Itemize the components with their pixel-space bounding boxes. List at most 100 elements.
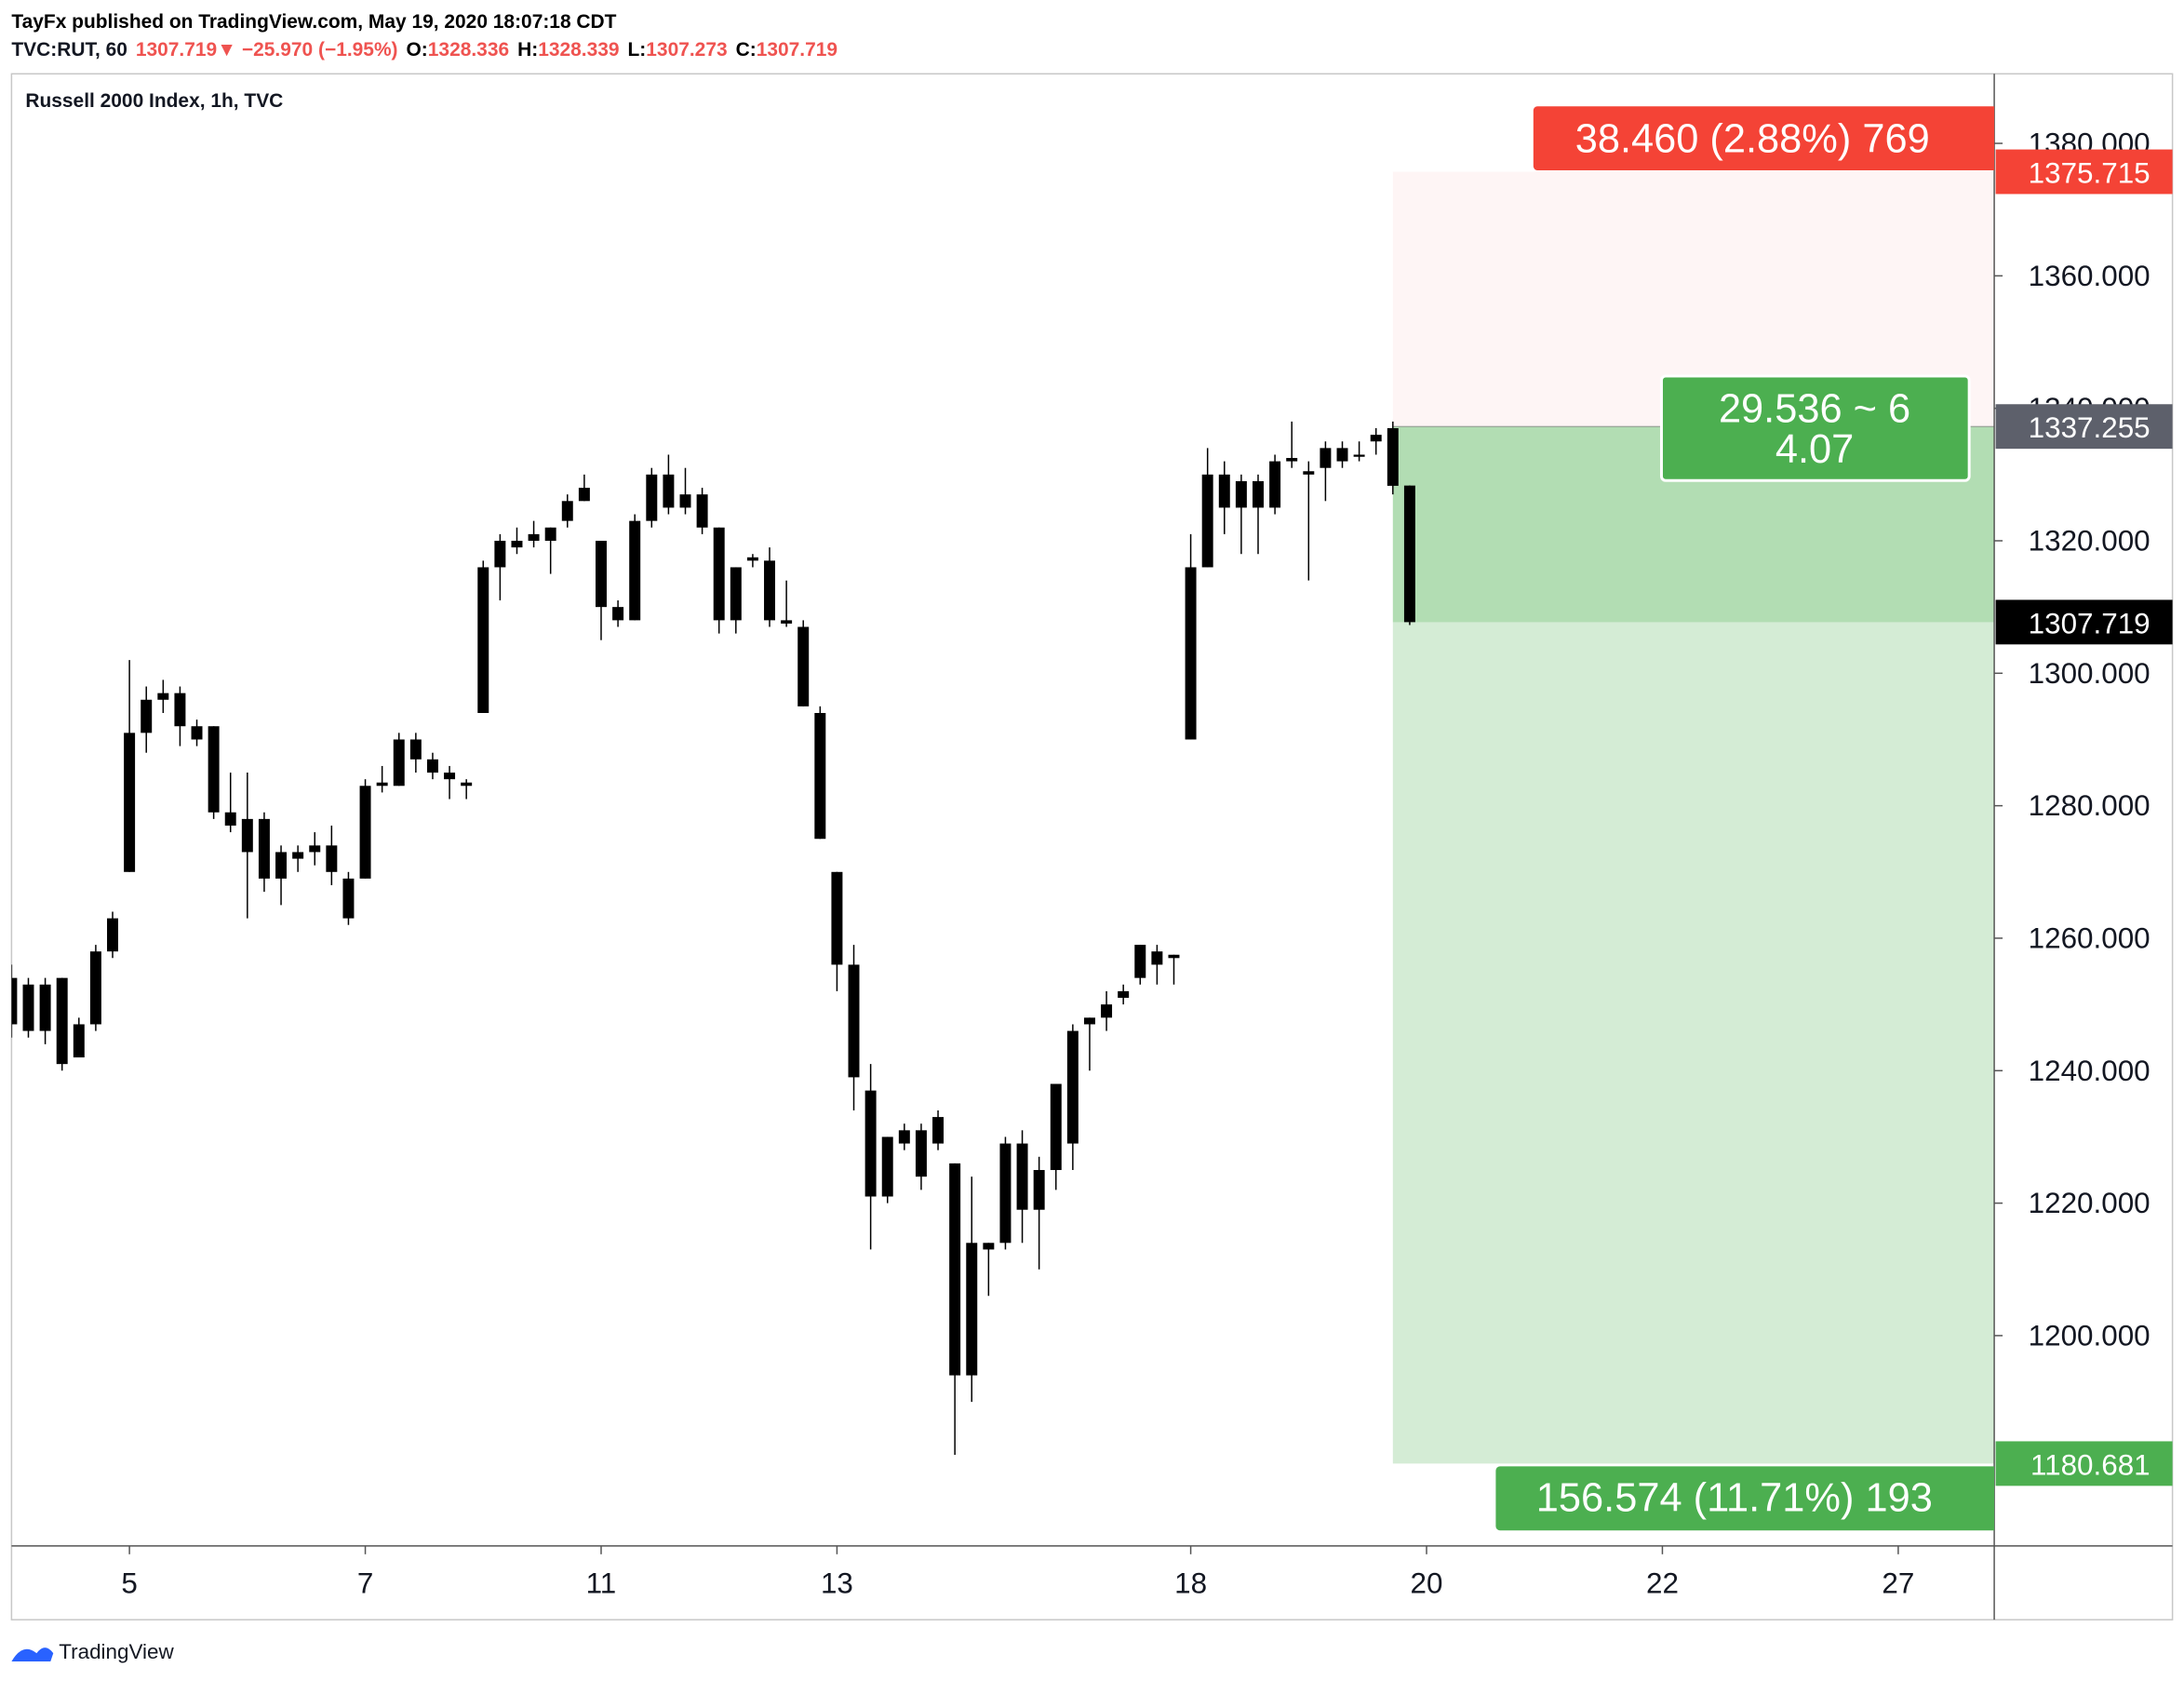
candle-body bbox=[781, 620, 793, 624]
candle-body bbox=[612, 607, 624, 621]
risk-label: 38.460 (2.88%) 769 bbox=[1575, 117, 1930, 162]
candle-body bbox=[494, 540, 506, 568]
candle-body bbox=[578, 488, 590, 502]
stop-price-tag-bg bbox=[1995, 149, 2173, 195]
candle-body bbox=[679, 494, 691, 508]
risk-box bbox=[1533, 106, 1995, 171]
candle-body bbox=[359, 786, 371, 879]
x-tick-label: 7 bbox=[357, 1567, 373, 1600]
candle-body bbox=[629, 520, 641, 621]
y-tick-label: 1360.000 bbox=[2029, 260, 2151, 292]
candle-body bbox=[696, 494, 708, 528]
candle-body bbox=[174, 693, 186, 727]
candle-body bbox=[141, 699, 153, 733]
y-tick-label: 1200.000 bbox=[2029, 1319, 2151, 1352]
y-tick-label: 1300.000 bbox=[2029, 657, 2151, 690]
candle-body bbox=[426, 759, 438, 773]
candle-body bbox=[814, 713, 826, 840]
candle-body bbox=[898, 1130, 910, 1144]
frame bbox=[10, 73, 2174, 1620]
candle-body bbox=[157, 693, 169, 700]
stop-price-tag: 1375.715 bbox=[2029, 156, 2151, 189]
candle-body bbox=[89, 951, 101, 1025]
ratio-label: 29.536 ~ 6 bbox=[1719, 386, 1910, 431]
candle-body bbox=[1050, 1083, 1062, 1171]
candle-body bbox=[444, 773, 456, 780]
candle-body bbox=[561, 501, 573, 521]
candle-body bbox=[713, 527, 725, 621]
candle-body bbox=[309, 845, 321, 853]
target-price-tag: 1180.681 bbox=[2030, 1448, 2151, 1481]
position-labels: 38.460 (2.88%) 769 156.574 (11.71%) 193 29… bbox=[1495, 106, 2173, 1531]
symbol: TVC:RUT, 60 bbox=[11, 39, 127, 61]
ratio-box bbox=[1659, 374, 1971, 482]
axes: 1200.000 1220.000 1240.000 1260.000 1280.000… bbox=[121, 127, 2150, 1599]
logo: TradingView bbox=[11, 1640, 175, 1663]
candle-body bbox=[1253, 480, 1264, 508]
candle-body bbox=[746, 557, 758, 561]
o-label: O: bbox=[407, 39, 428, 61]
candle-body bbox=[191, 726, 203, 740]
ohlc-line: TVC:RUT, 60 1307.719▼ −25.970 (−1.95%) O:13… bbox=[11, 39, 837, 61]
candle-body bbox=[1033, 1170, 1045, 1210]
candle-body bbox=[1201, 474, 1213, 568]
h-label: H: bbox=[517, 39, 538, 61]
reward-zone bbox=[1392, 426, 1995, 1464]
position-tool bbox=[1392, 171, 1995, 1464]
y-tick-label: 1220.000 bbox=[2029, 1187, 2151, 1219]
h-value: 1328.339 bbox=[538, 39, 619, 61]
y-tick-label: 1280.000 bbox=[2029, 789, 2151, 822]
candle-body bbox=[1066, 1030, 1079, 1144]
candle-body bbox=[1303, 471, 1315, 475]
reward-box bbox=[1495, 1466, 1995, 1531]
candle-body bbox=[1134, 945, 1146, 978]
candle-body bbox=[477, 567, 489, 714]
reward-label: 156.574 (11.71%) 193 bbox=[1536, 1475, 1933, 1520]
publisher: TayFx published on TradingView.com, May … bbox=[11, 11, 616, 33]
candle-body bbox=[1286, 458, 1298, 462]
candle-body bbox=[275, 852, 288, 879]
candle-body bbox=[864, 1090, 877, 1197]
candle-body bbox=[409, 739, 422, 760]
last-price-tag-bg bbox=[1995, 599, 2173, 645]
candle-body bbox=[1387, 428, 1399, 486]
candle-body bbox=[107, 918, 118, 952]
candle-body bbox=[1016, 1143, 1028, 1210]
candle-body bbox=[831, 871, 843, 965]
candle-body bbox=[376, 782, 388, 787]
candle-body bbox=[1403, 485, 1415, 623]
candle-body bbox=[1151, 951, 1163, 965]
x-tick-label: 20 bbox=[1411, 1567, 1443, 1600]
x-tick-label: 11 bbox=[586, 1567, 617, 1600]
candle-body bbox=[1269, 461, 1281, 508]
candle-body bbox=[1370, 435, 1382, 442]
candle-body bbox=[511, 540, 523, 548]
x-tick-label: 5 bbox=[121, 1567, 137, 1600]
ratio-label: 4.07 bbox=[1775, 427, 1854, 472]
candle-body bbox=[764, 560, 776, 621]
candle-body bbox=[528, 533, 540, 541]
label-clip: 38.460 (2.88%) 769 156.574 (11.71%) 193 bbox=[1495, 106, 1995, 1531]
candle-body bbox=[932, 1117, 945, 1144]
c-label: C: bbox=[736, 39, 757, 61]
candle-body bbox=[848, 964, 860, 1078]
candle-body bbox=[393, 739, 405, 787]
target-price-tag-bg bbox=[1995, 1441, 2173, 1486]
candle-body bbox=[22, 984, 34, 1031]
candle-body bbox=[881, 1136, 893, 1197]
candle-body bbox=[342, 878, 355, 919]
x-tick-label: 13 bbox=[821, 1567, 853, 1600]
candle-body bbox=[224, 812, 236, 826]
l-label: L: bbox=[628, 39, 647, 61]
l-value: 1307.273 bbox=[646, 39, 727, 61]
y-tick-label: 1240.000 bbox=[2029, 1055, 2151, 1087]
candle-body bbox=[1185, 567, 1197, 740]
candle-body bbox=[292, 852, 304, 859]
candle-body bbox=[461, 782, 473, 787]
candle-body bbox=[596, 540, 607, 608]
o-value: 1328.336 bbox=[428, 39, 509, 61]
y-tick-label: 1260.000 bbox=[2029, 921, 2151, 954]
last-price: 1307.719 bbox=[136, 39, 217, 61]
candle-body bbox=[39, 984, 51, 1031]
candle-body bbox=[326, 845, 338, 872]
